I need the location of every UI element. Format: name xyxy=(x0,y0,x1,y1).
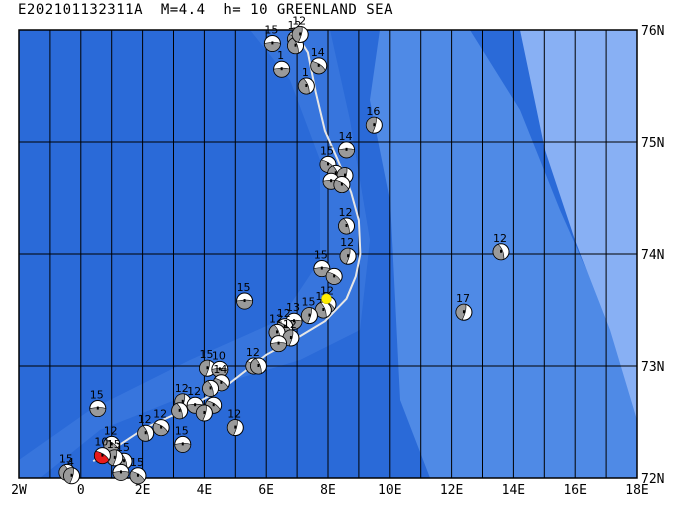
focal-mechanism xyxy=(333,176,351,194)
depth-label: 15 xyxy=(314,249,328,262)
depth-label: 12 xyxy=(175,382,189,395)
depth-label: 17 xyxy=(456,292,470,305)
depth-label: 14 xyxy=(339,130,353,143)
focal-mechanism: 12 xyxy=(291,14,309,43)
focal-mechanism xyxy=(195,404,213,422)
focal-mechanism: 12 xyxy=(282,318,300,347)
longitude-tick-label: 12E xyxy=(440,483,463,498)
depth-label: 12 xyxy=(153,408,167,421)
depth-label: 15 xyxy=(301,296,315,309)
depth-label: 15 xyxy=(175,424,189,437)
focal-mechanism: 1 xyxy=(297,66,315,95)
depth-label: 14 xyxy=(311,46,325,59)
focal-mechanism: 15 xyxy=(263,23,281,52)
depth-label: 15 xyxy=(107,438,121,451)
map-frame xyxy=(18,29,638,479)
focal-mechanism: 15 xyxy=(89,389,107,418)
focal-mechanisms: 1512112114116141512121512171512151513121… xyxy=(58,14,510,485)
depth-label: 15 xyxy=(90,389,104,402)
latitude-tick-label: 76N xyxy=(641,24,664,39)
depth-label: 12 xyxy=(292,14,306,27)
focal-mechanism: 16 xyxy=(365,105,383,134)
longitude-tick-label: 14E xyxy=(502,483,525,498)
depth-label: 15 xyxy=(130,456,144,469)
ridge-flank xyxy=(19,30,370,478)
depth-label: 12 xyxy=(277,307,291,320)
longitude-tick-label: 2E xyxy=(135,483,151,498)
depth-label: 12 xyxy=(269,312,283,325)
depth-label: 10 xyxy=(212,349,226,362)
latitude-tick-label: 74N xyxy=(641,248,664,263)
focal-mechanism xyxy=(270,335,288,353)
longitude-tick-label: 18E xyxy=(625,483,648,498)
grid-lines xyxy=(18,29,638,479)
depth-label: 12 xyxy=(340,236,354,249)
depth-label: 10 xyxy=(94,436,108,449)
longitude-tick-label: 0 xyxy=(77,483,85,498)
focal-mechanism: 15 xyxy=(236,281,254,310)
longitude-tick-label: 6E xyxy=(258,483,274,498)
focal-mechanism: 10 xyxy=(211,349,229,378)
longitude-tick-label: 16E xyxy=(563,483,586,498)
focal-mechanism: 14 xyxy=(338,130,356,159)
latitude-tick-label: 72N xyxy=(641,472,664,487)
depth-label: 15 xyxy=(237,281,251,294)
focal-mechanism: 12 xyxy=(152,408,170,437)
latitude-tick-label: 73N xyxy=(641,360,664,375)
latitude-tick-label: 75N xyxy=(641,136,664,151)
focal-mechanism: 17 xyxy=(455,292,473,321)
focal-mechanism: 15 xyxy=(174,424,192,453)
depth-label: 12 xyxy=(104,424,118,437)
map-title: E202101132311A M=4.4 h= 10 GREENLAND SEA xyxy=(18,2,394,18)
focal-mechanism xyxy=(171,402,189,420)
focal-mechanism: 15 xyxy=(198,348,216,377)
depth-label: 12 xyxy=(138,413,152,426)
focal-mechanism: 4 xyxy=(63,456,81,485)
longitude-tick-label: 4E xyxy=(197,483,213,498)
focal-mechanism: 14 xyxy=(310,46,328,75)
longitude-tick-label: 2W xyxy=(11,483,27,498)
focal-mechanism xyxy=(202,379,220,397)
depth-label: 12 xyxy=(320,284,334,297)
depth-label: 12 xyxy=(227,408,241,421)
depth-label: 15 xyxy=(59,452,73,465)
focal-mechanism: 12 xyxy=(137,413,155,442)
longitude-ticks: 2W 0 2E 4E 6E 8E 10E 12E 14E 16E 18E xyxy=(11,483,649,498)
focal-mechanism: 15 xyxy=(300,296,318,325)
continental-shelf xyxy=(520,30,637,420)
depth-label: 1 xyxy=(277,49,284,62)
focal-mechanism xyxy=(325,267,343,285)
longitude-tick-label: 8E xyxy=(320,483,336,498)
depth-label: 15 xyxy=(199,348,213,361)
depth-label: 15 xyxy=(320,144,334,157)
event-epicenter-marker xyxy=(321,293,332,305)
depth-label: 12 xyxy=(283,318,297,331)
focal-mechanism xyxy=(112,463,130,481)
focal-mechanism: 12 xyxy=(226,408,244,437)
focal-mechanism: 15 xyxy=(129,456,147,485)
focal-mechanism: 12 xyxy=(492,232,510,261)
depth-label: 15 xyxy=(264,23,278,36)
depth-label: 14 xyxy=(213,363,227,376)
depth-label: 12 xyxy=(493,232,507,245)
focal-mechanism: 12 xyxy=(339,236,357,265)
depth-label: 1 xyxy=(302,66,309,79)
focal-mechanism: 12 xyxy=(338,206,356,235)
depth-label: 13 xyxy=(286,301,300,314)
depth-label: 12 xyxy=(187,385,201,398)
depth-label: 16 xyxy=(366,105,380,118)
focal-mechanism xyxy=(249,357,267,375)
longitude-tick-label: 10E xyxy=(378,483,401,498)
focal-mechanism: 1 xyxy=(273,49,291,78)
depth-label: 12 xyxy=(339,206,353,219)
depth-label: 4 xyxy=(67,456,74,469)
focal-mechanism: 15 xyxy=(313,249,331,278)
depth-label: 12 xyxy=(246,346,260,359)
focal-mechanism: 10 xyxy=(93,436,111,465)
latitude-ticks: 72N 73N 74N 75N 76N xyxy=(641,24,664,487)
